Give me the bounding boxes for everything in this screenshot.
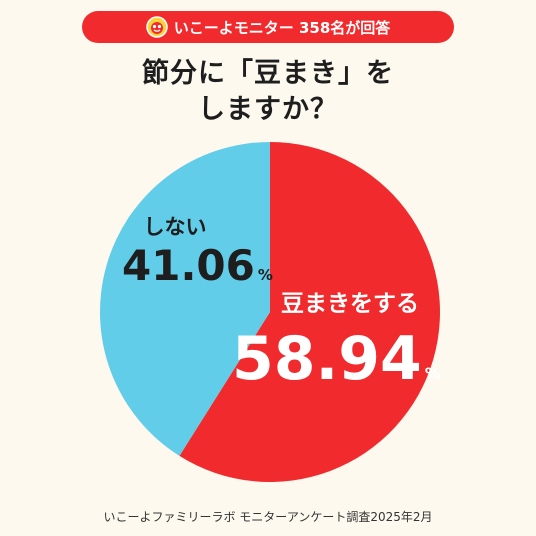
pie-slice-0: [179, 142, 440, 482]
source-note: いこーよファミリーラボ モニターアンケート調査2025年2月: [103, 510, 433, 524]
badge-text: いこーよモニター 358名が回答: [173, 18, 391, 37]
chart-title: 節分に「豆まき」を しますか？: [0, 56, 536, 128]
value-text-0: 58.94%: [232, 324, 441, 394]
title-line-2: しますか？: [198, 94, 338, 125]
ikoyo-mascot-icon: [145, 16, 168, 38]
category-label-0: 豆まきをする: [281, 291, 419, 317]
value-label-0: 58.94: [232, 324, 422, 394]
respondents-badge: いこーよモニター 358名が回答: [82, 11, 454, 43]
title-line-1: 節分に「豆まき」を: [142, 58, 394, 89]
value-text-1: 41.06%: [122, 241, 273, 290]
value-label-1: 41.06: [122, 241, 255, 290]
percent-sign-0: %: [425, 364, 441, 383]
pie-slice-1: [99, 142, 271, 456]
category-label-1: しない: [144, 215, 207, 239]
percent-sign-1: %: [258, 266, 273, 284]
